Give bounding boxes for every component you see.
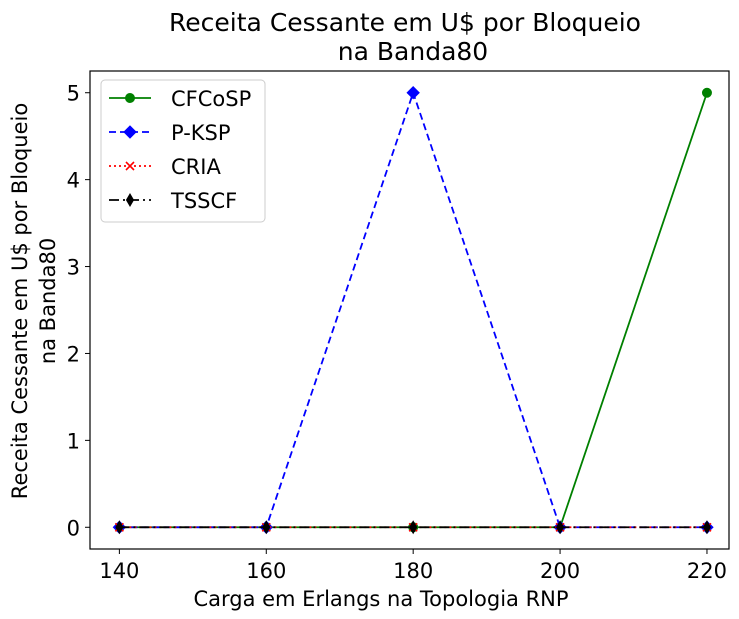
legend-label: TSSCF — [170, 189, 237, 213]
data-point — [406, 86, 420, 100]
x-axis-label: Carga em Erlangs na Topologia RNP — [193, 587, 568, 611]
y-tick-label: 0 — [67, 516, 80, 540]
x-tick-label: 220 — [687, 559, 727, 583]
y-tick-label: 5 — [67, 82, 80, 106]
x-tick-label: 180 — [393, 559, 433, 583]
legend-marker — [125, 93, 135, 103]
y-axis-label-line1: Receita Cessante em U$ por Bloqueio — [8, 103, 32, 499]
legend-label: P-KSP — [171, 121, 231, 145]
legend-item: P-KSP — [109, 121, 231, 145]
x-tick-label: 140 — [99, 559, 139, 583]
legend-label: CRIA — [171, 155, 221, 179]
legend-marker — [125, 193, 135, 207]
series-tsscf — [115, 520, 712, 535]
legend-marker — [123, 125, 137, 139]
data-point — [555, 520, 565, 535]
legend-item: TSSCF — [109, 189, 237, 213]
y-tick-label: 2 — [67, 342, 80, 366]
data-point — [702, 520, 712, 535]
data-point — [262, 520, 271, 535]
data-point — [115, 520, 124, 535]
y-tick-label: 3 — [67, 256, 80, 280]
data-point — [409, 520, 418, 535]
legend-item: CRIA — [109, 155, 221, 179]
chart-title-line1: Receita Cessante em U$ por Bloqueio — [169, 8, 641, 37]
x-tick-label: 160 — [246, 559, 286, 583]
chart-title-line2: na Banda80 — [338, 37, 488, 66]
legend-box — [100, 79, 266, 223]
legend-marker — [125, 161, 135, 171]
x-tick-label: 200 — [540, 559, 580, 583]
legend-item: CFCoSP — [109, 87, 251, 111]
legend-label: CFCoSP — [171, 87, 251, 111]
y-tick-label: 4 — [67, 169, 80, 193]
data-point — [701, 87, 712, 98]
y-tick-label: 1 — [67, 429, 80, 453]
plot-area-frame — [89, 70, 730, 550]
y-axis-label-line2: na Banda80 — [36, 238, 60, 364]
